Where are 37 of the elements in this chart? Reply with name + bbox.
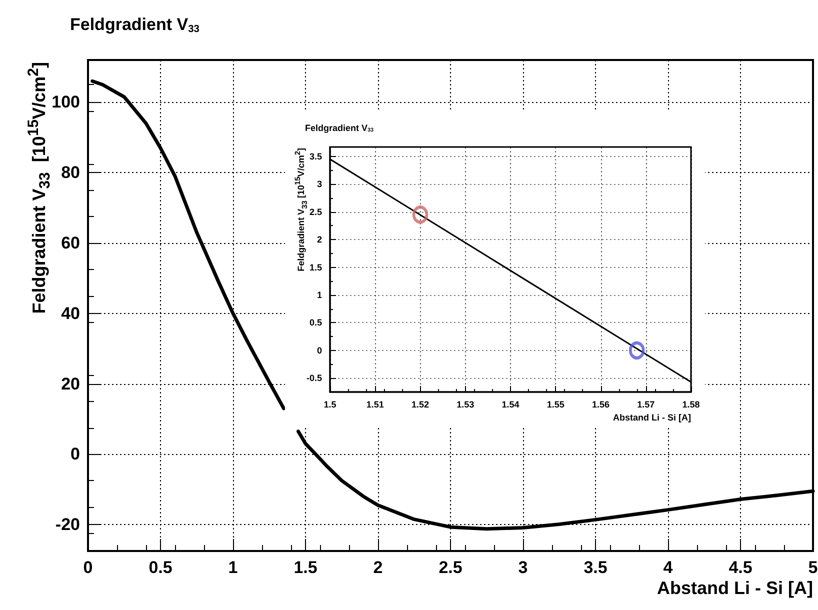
- x-tick-label: 0: [83, 558, 93, 577]
- x-tick-label: 2: [373, 558, 383, 577]
- x-tick-label: 5: [808, 558, 818, 577]
- x-tick-label: 1.55: [546, 400, 564, 410]
- y-tick-label: 40: [61, 304, 80, 323]
- x-tick-label: 1.54: [502, 400, 520, 410]
- x-tick-label: 1.5: [324, 400, 336, 410]
- x-tick-label: 0.5: [148, 558, 172, 577]
- x-tick-label: 1: [228, 558, 238, 577]
- y-tick-label: 1: [316, 290, 322, 300]
- y-tick-label: -20: [55, 515, 80, 534]
- y-tick-label: 0: [316, 345, 322, 356]
- y-tick-label: 80: [61, 163, 80, 182]
- x-tick-label: 1.58: [682, 400, 700, 410]
- x-tick-label: 3.5: [584, 558, 608, 577]
- y-tick-label: 2: [316, 234, 322, 245]
- x-tick-label: 1.56: [592, 400, 610, 410]
- x-tick-label: 3: [518, 558, 528, 577]
- x-axis-title: Abstand Li - Si [A]: [657, 578, 813, 598]
- x-tick-label: 4: [663, 558, 674, 577]
- y-tick-label: 20: [61, 374, 80, 394]
- y-tick-label: 0.5: [309, 318, 322, 328]
- y-tick-label: 3.5: [309, 151, 322, 162]
- x-tick-label: 1.57: [637, 400, 655, 410]
- x-tick-label: 2.5: [438, 558, 462, 577]
- y-tick-label: 3: [316, 179, 322, 190]
- y-tick-label: 60: [61, 234, 80, 253]
- y-tick-label: 100: [52, 92, 80, 112]
- x-tick-label: 1.52: [411, 400, 430, 410]
- y-tick-label: 0: [70, 444, 80, 464]
- y-tick-label: -0.5: [306, 373, 322, 384]
- x-axis-title: Abstand Li - Si [A]: [613, 412, 691, 422]
- x-tick-label: 4.5: [728, 558, 752, 577]
- y-tick-label: 1.5: [309, 262, 322, 272]
- y-tick-label: 2.5: [309, 206, 322, 217]
- x-tick-label: 1.51: [366, 400, 384, 410]
- x-tick-label: 1.53: [456, 400, 474, 410]
